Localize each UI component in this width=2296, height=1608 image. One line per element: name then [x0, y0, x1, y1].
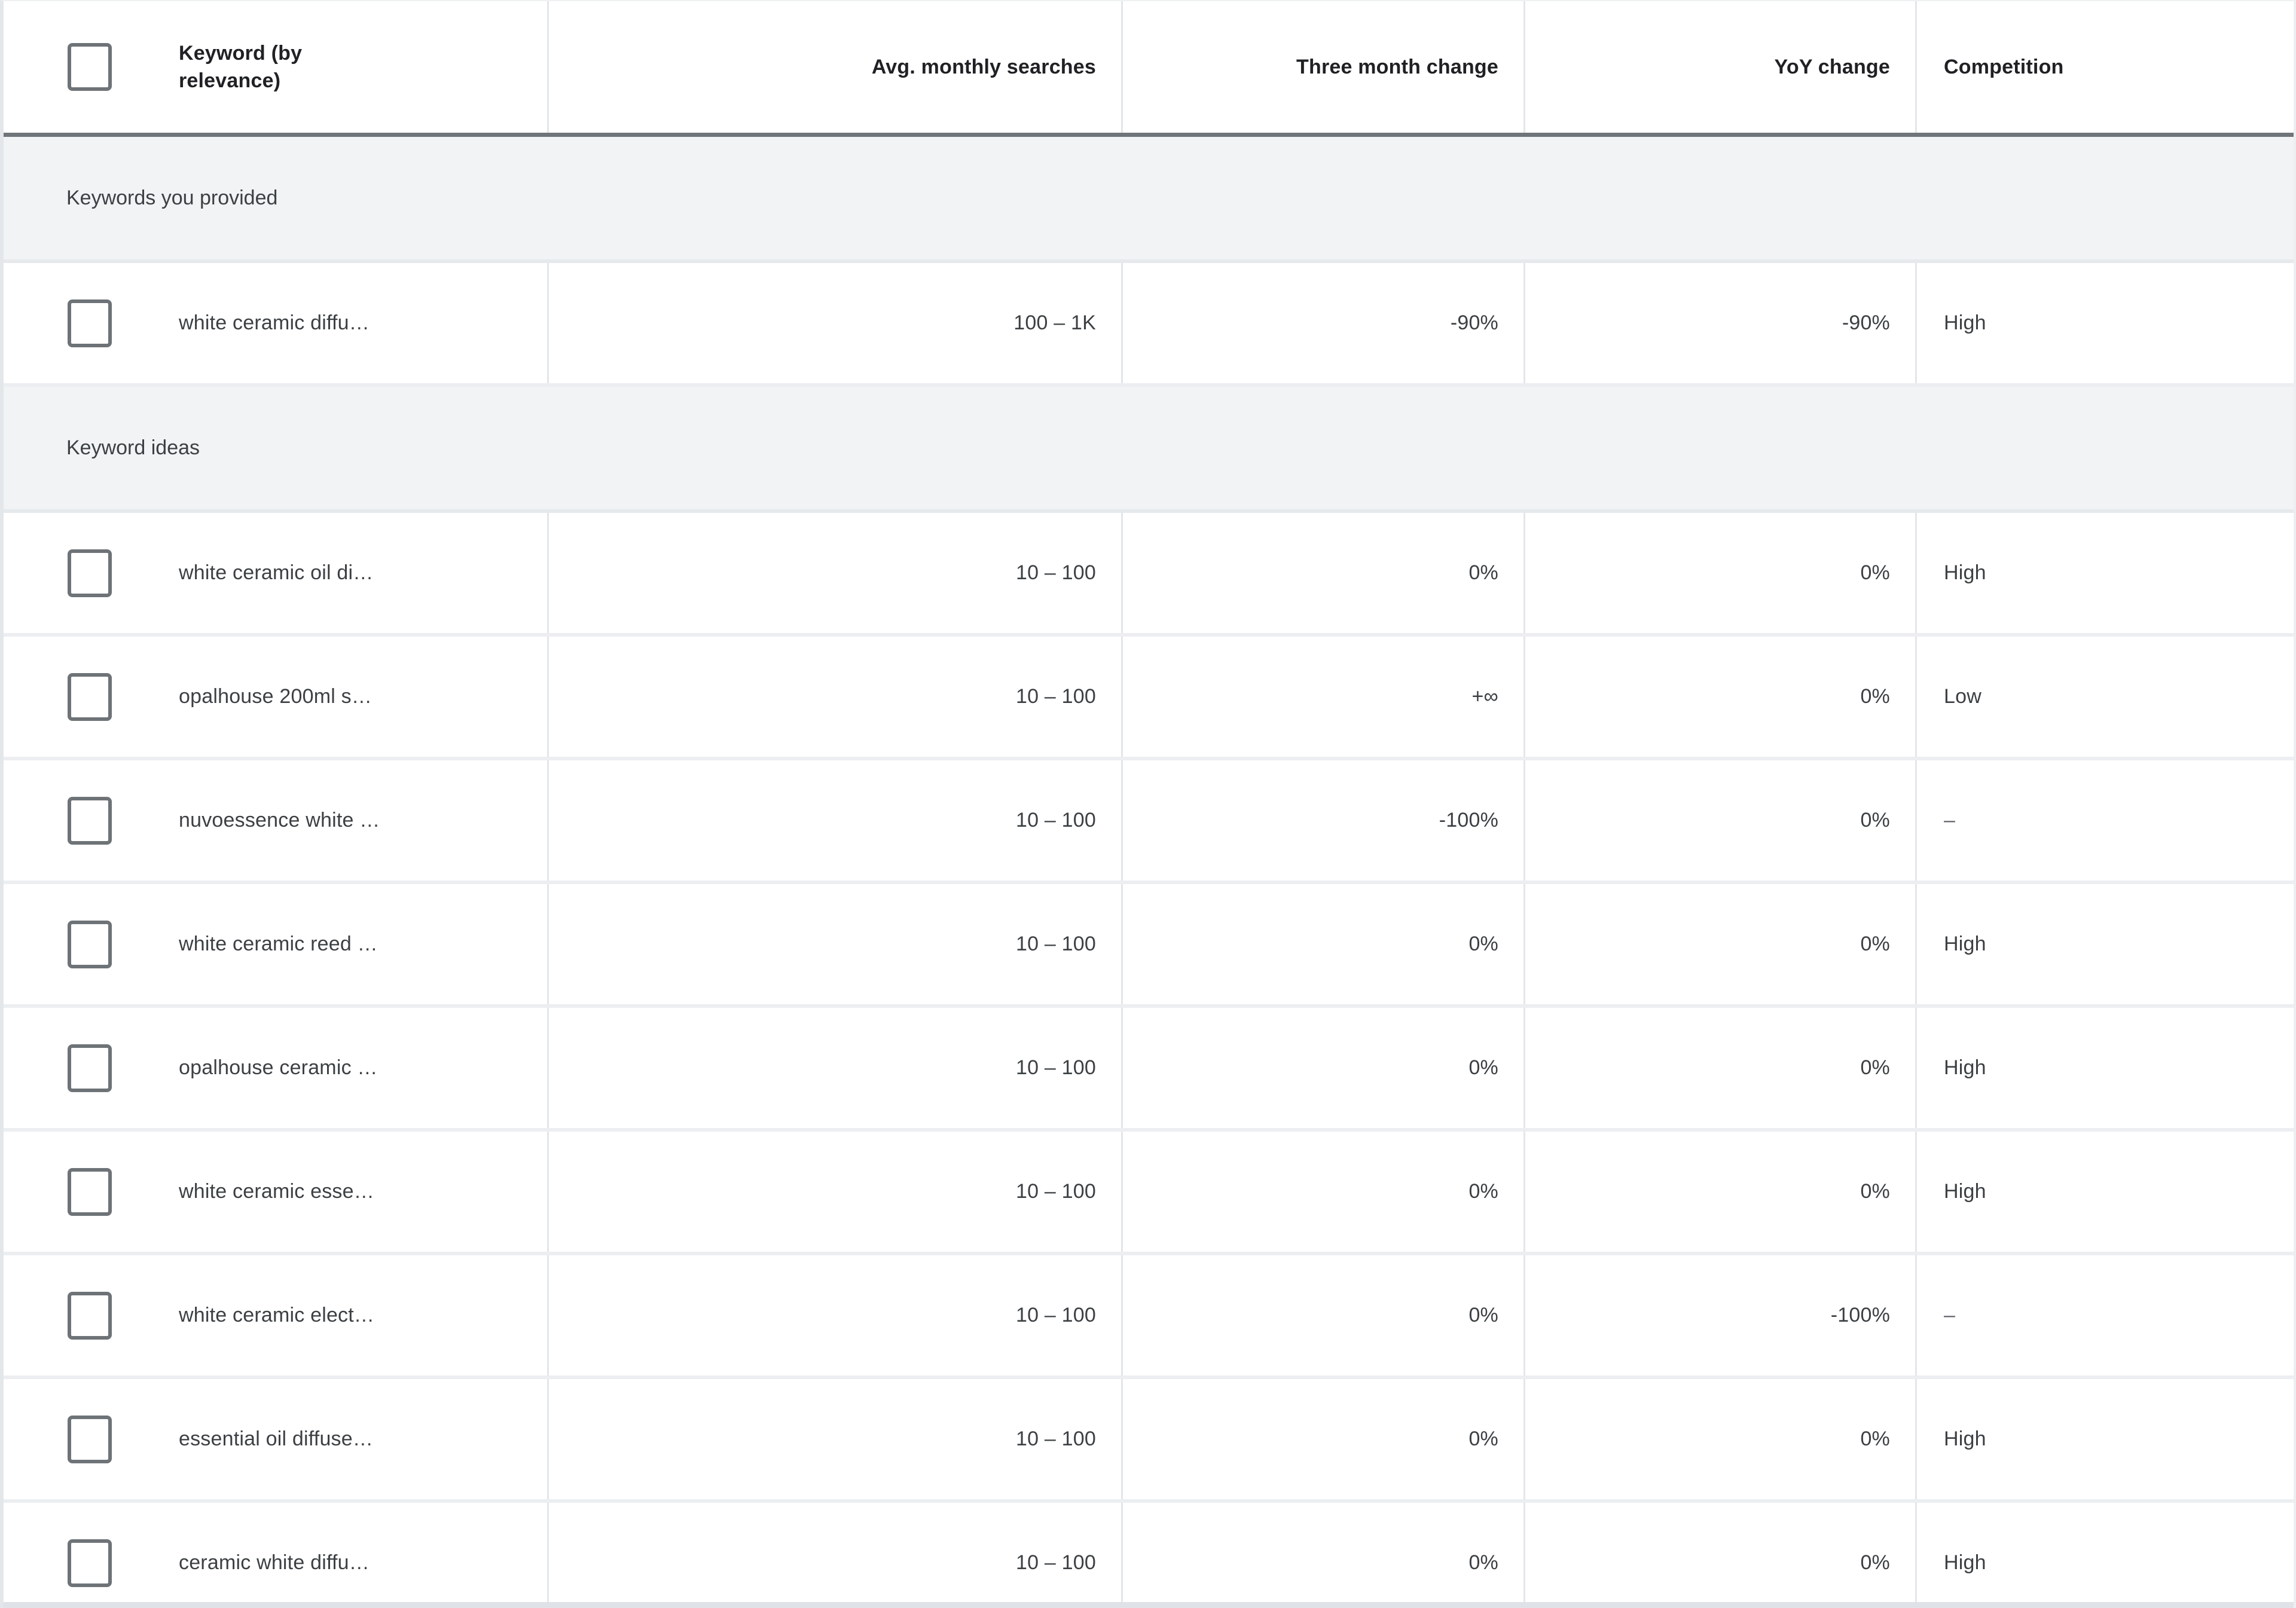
avg-monthly-searches-cell: 10 – 100 [549, 513, 1123, 633]
competition-cell: High [1944, 1056, 1986, 1079]
competition-cell: High [1944, 1551, 1986, 1574]
select-all-checkbox[interactable] [68, 43, 112, 91]
row-checkbox[interactable] [68, 1415, 112, 1463]
three-month-change-cell: +∞ [1123, 637, 1525, 757]
table-row[interactable]: white ceramic esse… 10 – 100 0% 0% High [4, 1132, 2294, 1255]
avg-monthly-searches-cell: 10 – 100 [549, 1503, 1123, 1608]
keyword-label: essential oil diffuse… [179, 1427, 374, 1450]
competition-cell: – [1944, 809, 1956, 831]
column-header-keyword-label: Keyword (by relevance) [179, 42, 303, 92]
table-body: Keywords you provided white ceramic diff… [4, 137, 2294, 1608]
keyword-cell: ceramic white diffu… [4, 1503, 549, 1608]
three-month-change-cell: 0% [1123, 884, 1525, 1004]
row-checkbox[interactable] [68, 299, 112, 347]
yoy-change-cell: 0% [1525, 760, 1917, 881]
keyword-label: white ceramic esse… [179, 1180, 374, 1203]
row-checkbox[interactable] [68, 920, 112, 968]
keyword-label: white ceramic elect… [179, 1304, 375, 1326]
section-header-row: Keywords you provided [4, 137, 2294, 263]
avg-monthly-searches-cell: 10 – 100 [549, 1255, 1123, 1375]
three-month-change-cell: 0% [1123, 1255, 1525, 1375]
keyword-label: white ceramic oil di… [179, 561, 374, 584]
competition-cell: High [1944, 311, 1986, 334]
section-header-row: Keyword ideas [4, 387, 2294, 513]
yoy-change-cell: 0% [1525, 1008, 1917, 1128]
row-checkbox[interactable] [68, 1291, 112, 1340]
keyword-cell: white ceramic esse… [4, 1132, 549, 1252]
three-month-change-cell: -90% [1123, 263, 1525, 383]
yoy-change-cell: 0% [1525, 884, 1917, 1004]
table-row[interactable]: essential oil diffuse… 10 – 100 0% 0% Hi… [4, 1379, 2294, 1503]
avg-monthly-searches-cell: 10 – 100 [549, 884, 1123, 1004]
competition-cell: Low [1944, 685, 1981, 708]
keyword-label: ceramic white diffu… [179, 1551, 370, 1574]
column-header-competition[interactable]: Competition [1917, 1, 2294, 133]
row-checkbox[interactable] [68, 672, 112, 721]
table-row[interactable]: ceramic white diffu… 10 – 100 0% 0% High [4, 1503, 2294, 1608]
competition-cell: High [1944, 1180, 1986, 1203]
three-month-change-cell: 0% [1123, 1503, 1525, 1608]
avg-monthly-searches-cell: 10 – 100 [549, 1379, 1123, 1499]
competition-cell: – [1944, 1304, 1956, 1326]
avg-monthly-searches-cell: 10 – 100 [549, 760, 1123, 881]
keyword-cell: opalhouse ceramic … [4, 1008, 549, 1128]
keyword-cell: essential oil diffuse… [4, 1379, 549, 1499]
column-header-three-month-change-label: Three month change [1296, 55, 1498, 78]
avg-monthly-searches-cell: 10 – 100 [549, 1132, 1123, 1252]
yoy-change-cell: 0% [1525, 1379, 1917, 1499]
avg-monthly-searches-cell: 100 – 1K [549, 263, 1123, 383]
yoy-change-cell: 0% [1525, 1132, 1917, 1252]
table-header-row: Keyword (by relevance) Avg. monthly sear… [4, 1, 2294, 137]
avg-monthly-searches-cell: 10 – 100 [549, 1008, 1123, 1128]
yoy-change-cell: 0% [1525, 637, 1917, 757]
row-checkbox[interactable] [68, 1539, 112, 1587]
table-row[interactable]: white ceramic diffu… 100 – 1K -90% -90% … [4, 263, 2294, 387]
column-header-keyword[interactable]: Keyword (by relevance) [4, 1, 549, 133]
row-checkbox[interactable] [68, 1044, 112, 1092]
keyword-cell: opalhouse 200ml s… [4, 637, 549, 757]
yoy-change-cell: -90% [1525, 263, 1917, 383]
yoy-change-cell: 0% [1525, 1503, 1917, 1608]
yoy-change-cell: -100% [1525, 1255, 1917, 1375]
column-header-yoy-change-label: YoY change [1774, 55, 1890, 78]
keyword-label: nuvoessence white … [179, 809, 380, 831]
table-bottom-edge [4, 1602, 2294, 1608]
table-row[interactable]: nuvoessence white … 10 – 100 -100% 0% – [4, 760, 2294, 884]
keyword-cell: nuvoessence white … [4, 760, 549, 881]
keyword-cell: white ceramic oil di… [4, 513, 549, 633]
table-row[interactable]: opalhouse ceramic … 10 – 100 0% 0% High [4, 1008, 2294, 1132]
keyword-label: white ceramic diffu… [179, 311, 370, 334]
table-row[interactable]: opalhouse 200ml s… 10 – 100 +∞ 0% Low [4, 637, 2294, 760]
table-row[interactable]: white ceramic reed … 10 – 100 0% 0% High [4, 884, 2294, 1008]
section-header-label: Keywords you provided [66, 187, 278, 209]
keyword-label: opalhouse ceramic … [179, 1056, 378, 1079]
three-month-change-cell: 0% [1123, 1379, 1525, 1499]
competition-cell: High [1944, 561, 1986, 584]
three-month-change-cell: 0% [1123, 1008, 1525, 1128]
competition-cell: High [1944, 933, 1986, 955]
column-header-three-month-change[interactable]: Three month change [1123, 1, 1525, 133]
three-month-change-cell: -100% [1123, 760, 1525, 881]
row-checkbox[interactable] [68, 1167, 112, 1216]
keyword-cell: white ceramic reed … [4, 884, 549, 1004]
avg-monthly-searches-cell: 10 – 100 [549, 637, 1123, 757]
yoy-change-cell: 0% [1525, 513, 1917, 633]
row-checkbox[interactable] [68, 549, 112, 597]
column-header-competition-label: Competition [1944, 55, 2064, 78]
keyword-label: opalhouse 200ml s… [179, 685, 373, 708]
column-header-avg-monthly-searches-label: Avg. monthly searches [871, 55, 1096, 78]
table-row[interactable]: white ceramic elect… 10 – 100 0% -100% – [4, 1255, 2294, 1379]
three-month-change-cell: 0% [1123, 513, 1525, 633]
column-header-avg-monthly-searches[interactable]: Avg. monthly searches [549, 1, 1123, 133]
three-month-change-cell: 0% [1123, 1132, 1525, 1252]
keyword-label: white ceramic reed … [179, 933, 378, 955]
column-header-yoy-change[interactable]: YoY change [1525, 1, 1917, 133]
keyword-cell: white ceramic elect… [4, 1255, 549, 1375]
table-row[interactable]: white ceramic oil di… 10 – 100 0% 0% Hig… [4, 513, 2294, 637]
competition-cell: High [1944, 1427, 1986, 1450]
row-checkbox[interactable] [68, 796, 112, 845]
section-header-label: Keyword ideas [66, 436, 200, 459]
keyword-cell: white ceramic diffu… [4, 263, 549, 383]
